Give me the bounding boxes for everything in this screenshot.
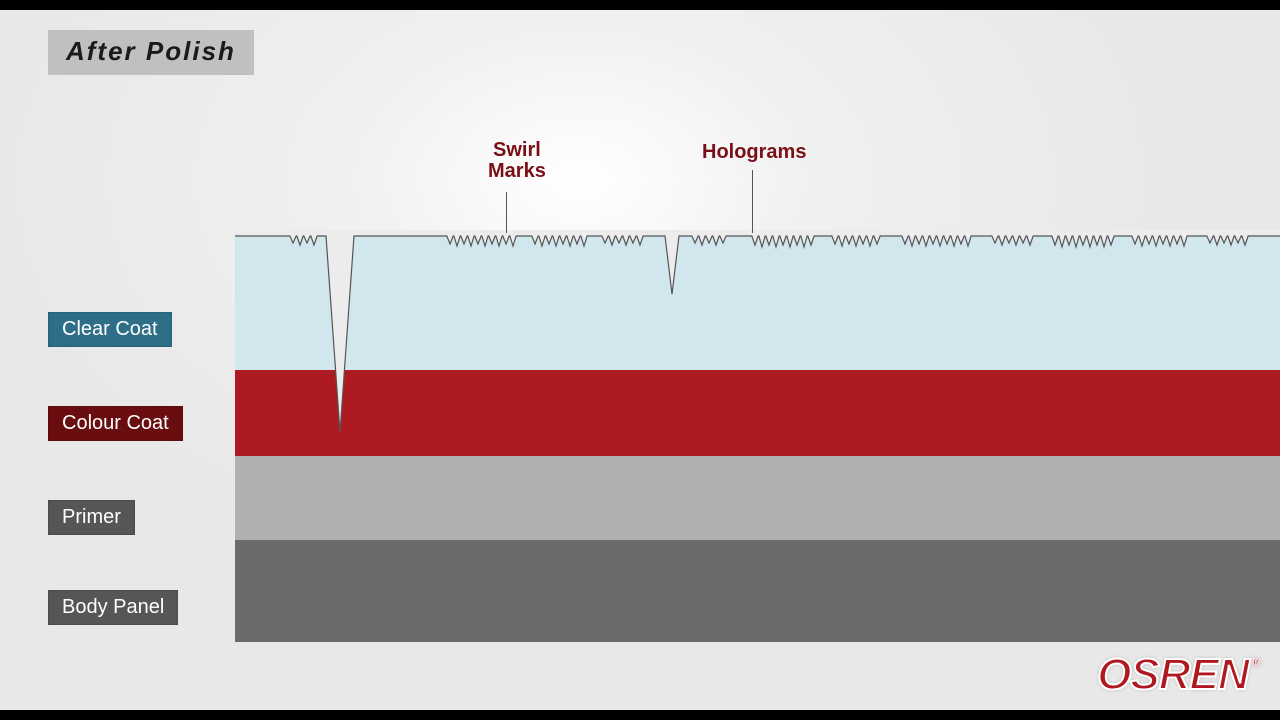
label-clear-coat: Clear Coat <box>48 312 172 347</box>
callout-holograms: Holograms <box>702 142 806 163</box>
surface-scratches <box>235 230 1280 642</box>
brand-logo: OSREN® <box>1097 650 1258 700</box>
callout-line-swirl-marks <box>506 192 507 233</box>
callout-line-holograms <box>752 170 753 233</box>
letterbox-bottom <box>0 710 1280 720</box>
label-colour-coat: Colour Coat <box>48 406 183 441</box>
letterbox-top <box>0 0 1280 10</box>
title-badge: After Polish <box>48 30 254 75</box>
registered-mark: ® <box>1251 654 1260 670</box>
label-body-panel: Body Panel <box>48 590 178 625</box>
brand-logo-text: OSREN <box>1097 650 1248 699</box>
paint-layers-diagram <box>235 230 1280 642</box>
callout-swirl-marks: Swirl Marks <box>488 140 546 182</box>
label-primer: Primer <box>48 500 135 535</box>
